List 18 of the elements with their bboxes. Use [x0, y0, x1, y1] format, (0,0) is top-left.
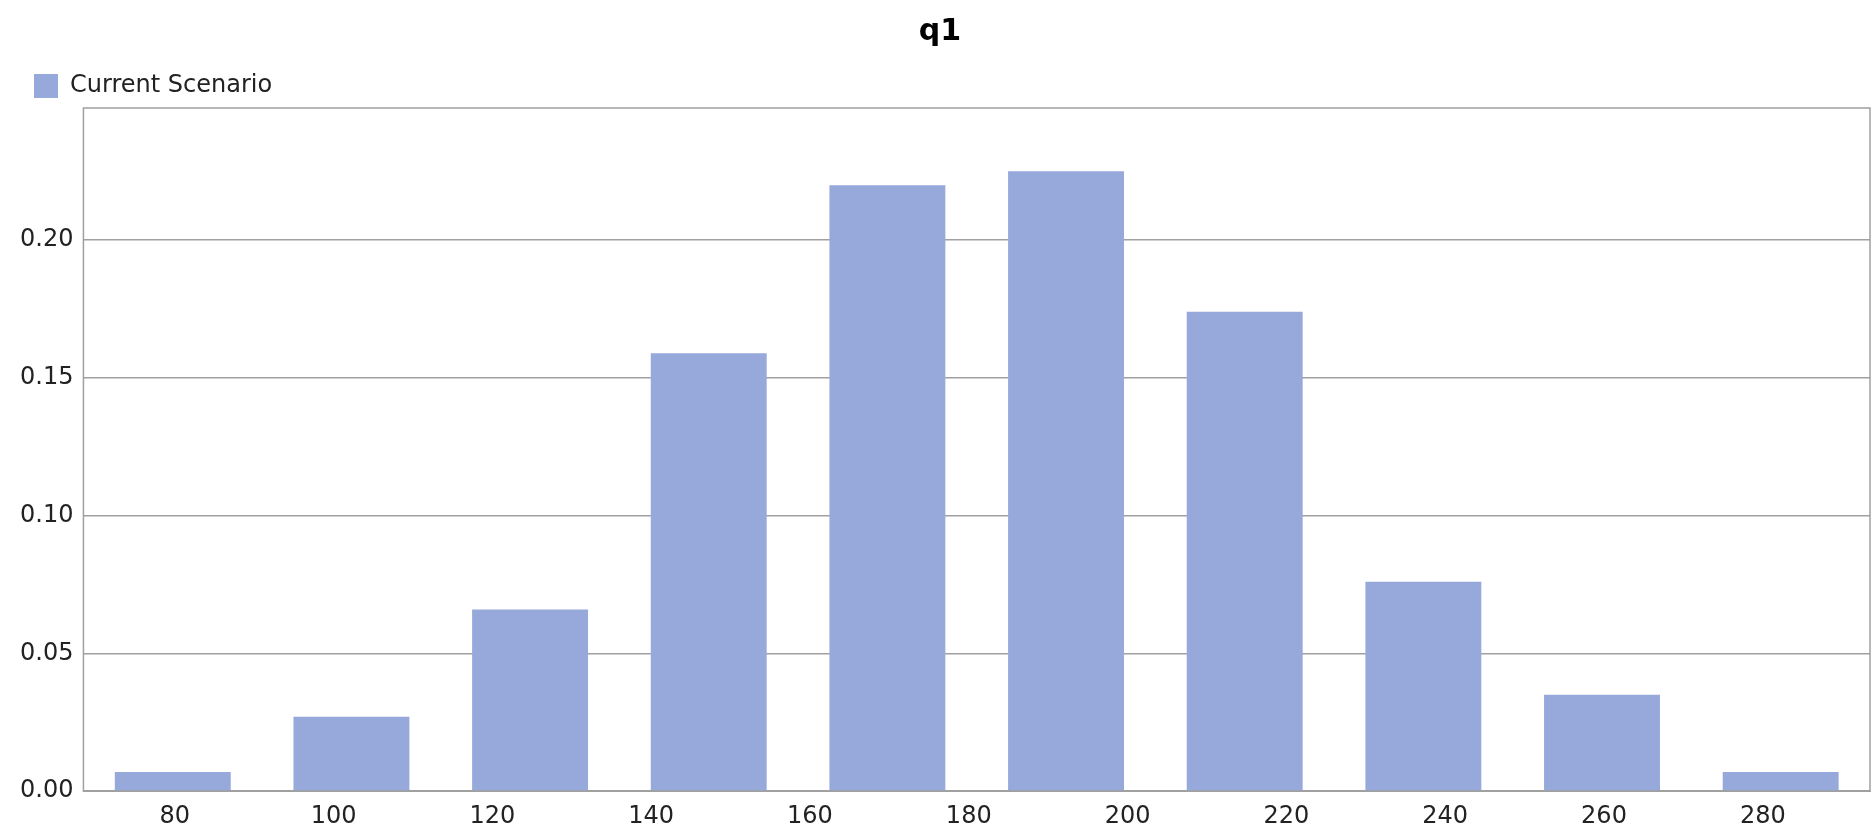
y-tick-label: 0.15 — [20, 362, 74, 391]
x-tick-label: 200 — [1104, 800, 1151, 829]
chart-title: q1 — [918, 11, 962, 47]
x-tick-label: 260 — [1581, 800, 1627, 829]
x-tick-label: 140 — [628, 800, 675, 829]
y-tick-label: 0.20 — [20, 224, 74, 253]
y-tick-label: 0.10 — [20, 499, 74, 528]
legend-label: Current Scenario — [70, 70, 273, 99]
x-tick-label: 160 — [787, 800, 833, 829]
x-tick-label: 100 — [310, 800, 357, 829]
x-tick-label: 80 — [159, 800, 191, 829]
x-tick-label: 120 — [469, 800, 516, 829]
x-tick-label: 280 — [1739, 800, 1786, 829]
y-tick-label: 0.00 — [20, 775, 74, 804]
x-tick-label: 180 — [945, 800, 992, 829]
x-tick-label: 240 — [1422, 800, 1469, 829]
y-tick-label: 0.05 — [20, 637, 74, 666]
x-tick-label: 220 — [1263, 800, 1310, 829]
